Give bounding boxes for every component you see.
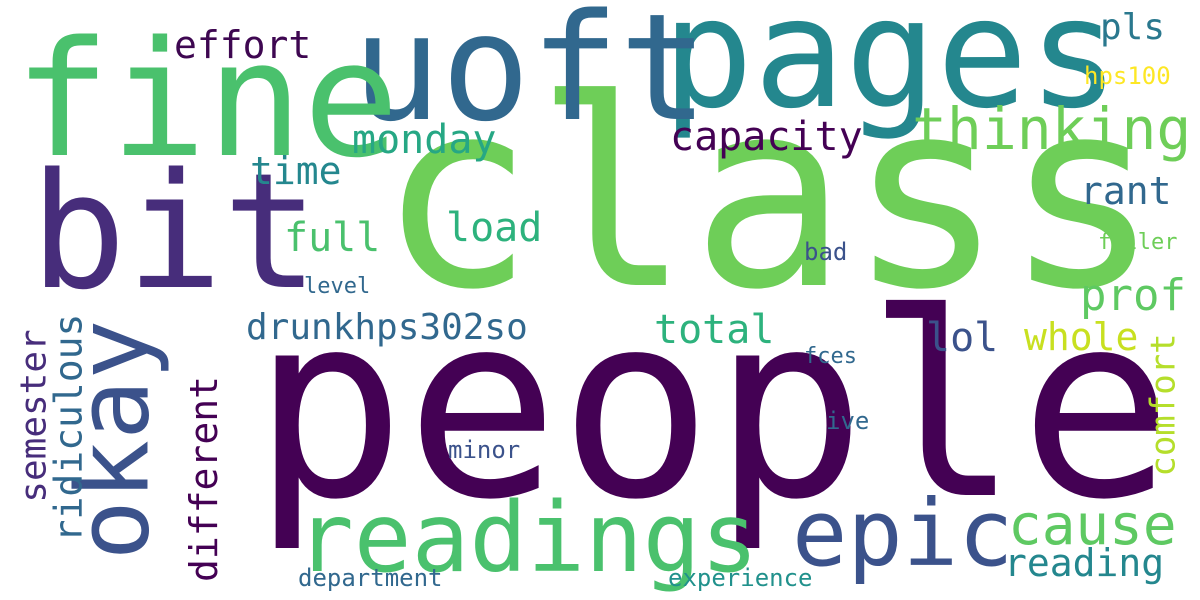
- word-rant: rant: [1080, 169, 1172, 213]
- word-pls: pls: [1100, 7, 1166, 48]
- word-capacity: capacity: [670, 114, 863, 160]
- word-level: level: [304, 274, 371, 299]
- word-uoft: uoft: [352, 0, 709, 154]
- word-drunkhps302so: drunkhps302so: [246, 307, 528, 348]
- word-bit: bit: [30, 138, 319, 325]
- word-hps100: hps100: [1084, 62, 1171, 90]
- word-cause: cause: [1008, 493, 1177, 558]
- word-whole: whole: [1024, 315, 1139, 359]
- word-department: department: [298, 564, 443, 592]
- word-epic: epic: [792, 480, 1014, 587]
- word-total: total: [654, 307, 775, 353]
- word-bad: bad: [804, 238, 848, 266]
- word-reading: reading: [1004, 541, 1165, 585]
- word-prof: prof: [1080, 270, 1186, 321]
- word-load: load: [446, 205, 543, 251]
- word-lol: lol: [926, 315, 999, 361]
- word-time: time: [250, 149, 342, 193]
- word-fine: fine: [14, 6, 400, 193]
- word-class: class: [378, 45, 1161, 347]
- word-ridiculous: ridiculous: [46, 313, 91, 543]
- word-ive: ive: [826, 407, 870, 435]
- word-comfort: comfort: [1143, 333, 1184, 477]
- word-thinking: thinking: [912, 95, 1192, 163]
- word-effort: effort: [174, 23, 312, 67]
- word-people: people: [252, 259, 1174, 556]
- word-minor: minor: [448, 436, 521, 464]
- word-fces: fces: [804, 344, 857, 369]
- word-experience: experience: [668, 564, 813, 592]
- word-different: different: [181, 376, 226, 582]
- word-pages: pages: [662, 0, 1120, 142]
- word-filler: filler: [1098, 230, 1178, 255]
- word-monday: monday: [352, 117, 497, 163]
- word-full: full: [284, 215, 381, 261]
- word-readings: readings: [296, 482, 759, 594]
